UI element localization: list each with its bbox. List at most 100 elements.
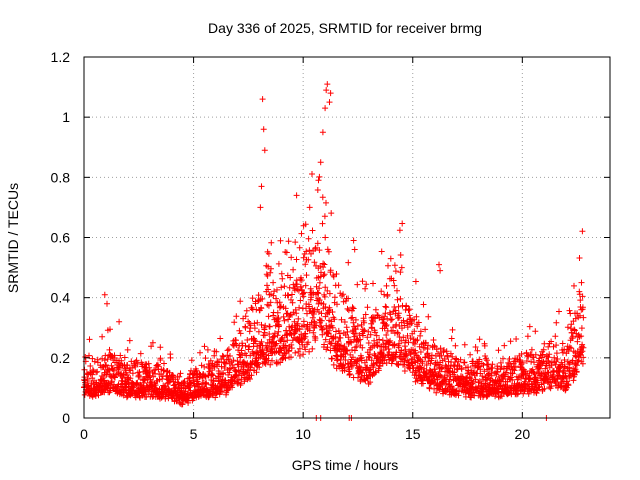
data-point bbox=[264, 272, 271, 279]
data-point bbox=[344, 305, 351, 312]
data-point bbox=[326, 290, 333, 297]
data-point bbox=[312, 244, 319, 251]
data-point bbox=[251, 337, 258, 344]
data-point bbox=[278, 347, 285, 354]
data-point bbox=[341, 343, 348, 350]
data-point bbox=[579, 228, 586, 235]
data-point bbox=[345, 295, 352, 302]
data-point bbox=[371, 337, 378, 344]
data-point bbox=[552, 333, 559, 340]
chart-title: Day 336 of 2025, SRMTID for receiver brm… bbox=[208, 20, 482, 36]
data-point bbox=[419, 360, 426, 367]
data-point bbox=[186, 384, 193, 391]
data-point bbox=[479, 373, 486, 380]
data-point bbox=[300, 293, 307, 300]
data-point bbox=[351, 246, 358, 253]
data-point bbox=[541, 385, 548, 392]
data-point bbox=[170, 372, 177, 379]
data-point bbox=[348, 339, 355, 346]
data-point bbox=[281, 283, 288, 290]
data-point bbox=[425, 342, 431, 349]
data-point bbox=[386, 349, 393, 356]
data-point bbox=[237, 330, 244, 337]
data-point bbox=[579, 293, 586, 300]
data-point bbox=[249, 358, 256, 365]
data-point bbox=[330, 361, 337, 368]
data-point bbox=[562, 370, 568, 377]
data-point bbox=[394, 361, 401, 368]
data-point bbox=[579, 360, 586, 367]
data-point bbox=[382, 323, 389, 330]
data-point bbox=[247, 352, 254, 359]
data-point bbox=[372, 329, 379, 336]
data-point bbox=[255, 328, 262, 335]
data-point bbox=[447, 350, 454, 357]
data-point bbox=[359, 369, 365, 376]
data-point bbox=[261, 332, 268, 339]
data-point bbox=[220, 369, 227, 376]
data-point bbox=[148, 343, 155, 350]
data-point bbox=[305, 339, 312, 346]
data-point bbox=[289, 299, 296, 306]
data-point bbox=[242, 313, 249, 320]
data-point bbox=[577, 297, 584, 304]
data-point bbox=[267, 299, 274, 306]
data-point bbox=[342, 357, 349, 363]
data-point bbox=[476, 336, 483, 343]
x-tick-label: 5 bbox=[190, 426, 198, 442]
data-point bbox=[448, 335, 455, 342]
data-point bbox=[395, 303, 402, 310]
data-point bbox=[383, 282, 390, 289]
data-point bbox=[387, 255, 394, 262]
data-point bbox=[541, 380, 547, 387]
data-point bbox=[326, 99, 333, 106]
data-point bbox=[136, 373, 143, 380]
data-point bbox=[117, 352, 124, 359]
data-point bbox=[390, 277, 397, 284]
data-point bbox=[427, 360, 434, 367]
data-point bbox=[351, 333, 358, 340]
data-point bbox=[344, 328, 351, 335]
data-point bbox=[231, 319, 238, 326]
data-point bbox=[266, 323, 273, 330]
data-point bbox=[265, 250, 272, 257]
data-point bbox=[279, 275, 286, 282]
data-point bbox=[319, 194, 326, 201]
data-point bbox=[294, 281, 300, 288]
data-point bbox=[391, 262, 398, 269]
data-point bbox=[542, 365, 549, 372]
data-point bbox=[571, 282, 577, 289]
data-point bbox=[157, 344, 164, 351]
data-point bbox=[280, 313, 287, 320]
data-point bbox=[236, 327, 243, 334]
data-point bbox=[309, 227, 316, 234]
data-point bbox=[108, 362, 115, 369]
data-point bbox=[413, 313, 420, 320]
data-point bbox=[270, 279, 277, 286]
data-point bbox=[446, 376, 453, 383]
data-point bbox=[474, 347, 481, 354]
data-point bbox=[473, 385, 480, 392]
data-point bbox=[424, 350, 431, 357]
data-point bbox=[346, 371, 353, 377]
data-point bbox=[433, 389, 440, 396]
data-point bbox=[288, 341, 295, 348]
data-point bbox=[314, 240, 321, 247]
data-point bbox=[349, 304, 356, 311]
data-point bbox=[420, 301, 427, 308]
data-point bbox=[554, 356, 561, 362]
data-point bbox=[316, 247, 323, 254]
data-point bbox=[577, 312, 583, 319]
data-point bbox=[436, 261, 442, 268]
data-point bbox=[412, 349, 419, 356]
data-point bbox=[578, 279, 585, 286]
data-point bbox=[324, 81, 331, 88]
data-point bbox=[280, 338, 287, 345]
data-point bbox=[291, 318, 298, 325]
data-point bbox=[513, 336, 520, 342]
data-point bbox=[111, 367, 117, 374]
data-point bbox=[403, 302, 410, 309]
data-point bbox=[258, 183, 265, 190]
data-point bbox=[172, 384, 179, 391]
data-point bbox=[316, 279, 323, 286]
